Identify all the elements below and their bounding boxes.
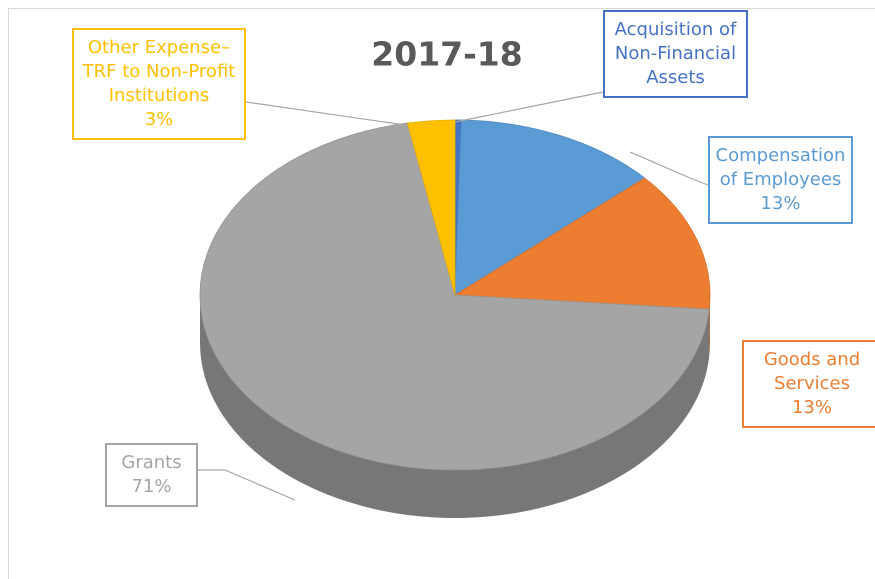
label-value: 71% [131, 476, 172, 497]
label-value: 13% [760, 193, 801, 214]
label-value: 13% [791, 397, 832, 418]
data-label: Other Expense– TRF to Non-Profit Institu… [72, 28, 246, 140]
slice [453, 177, 711, 310]
slice [406, 119, 456, 296]
label-name: Acquisition of Non-Financial Assets [614, 19, 737, 88]
leader-line [454, 91, 604, 123]
leader-lines [198, 91, 709, 501]
leader-line [245, 101, 406, 126]
data-label: Acquisition of Non-Financial Assets [603, 10, 748, 98]
slice-side [200, 295, 710, 519]
data-label: Goods and Services 13% [742, 340, 875, 428]
label-name: Grants [121, 452, 182, 473]
leader-line [629, 151, 709, 186]
data-label: Grants 71% [105, 443, 198, 507]
label-value: 3% [144, 109, 174, 130]
data-label: Compensation of Employees 13% [708, 136, 853, 224]
slice [454, 119, 646, 296]
slice [199, 122, 710, 471]
label-name: Other Expense– TRF to Non-Profit Institu… [82, 37, 236, 106]
chart-title: 2017-18 [371, 35, 522, 74]
pie [199, 119, 711, 519]
leader-line [198, 469, 296, 501]
frame [8, 8, 875, 579]
label-name: Compensation of Employees [715, 145, 846, 190]
label-name: Goods and Services [763, 349, 861, 394]
